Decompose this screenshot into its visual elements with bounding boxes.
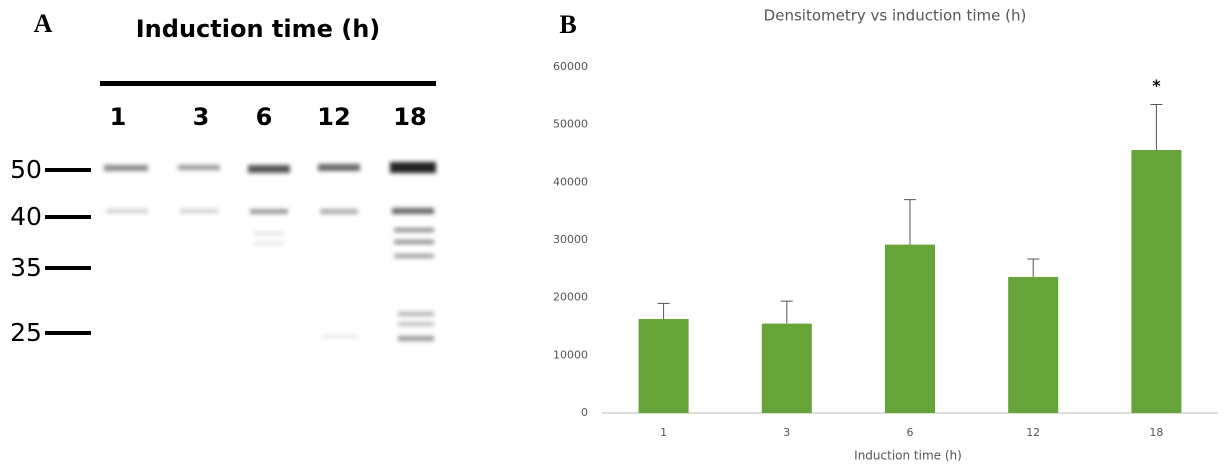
marker-label: 35 [10, 253, 42, 282]
lane-bar [100, 81, 436, 86]
x-tick-label: 18 [1149, 426, 1163, 439]
gel-panel: A Induction time (h) 1 3 6 12 18 50 40 3… [10, 9, 436, 347]
annotation: * [1152, 76, 1161, 95]
bar [885, 245, 935, 413]
gel-bands [104, 162, 436, 341]
x-axis-label: Induction time (h) [854, 449, 962, 463]
bar [639, 319, 689, 413]
marker-line [45, 215, 91, 219]
bar [1008, 277, 1058, 413]
bar [1131, 150, 1181, 413]
x-tick-label: 12 [1026, 426, 1040, 439]
marker-label: 25 [10, 318, 42, 347]
x-tick-label: 1 [660, 426, 667, 439]
marker-line [45, 266, 91, 270]
lane-label: 6 [256, 103, 273, 131]
gel-title: Induction time (h) [136, 15, 381, 43]
marker-label: 40 [10, 202, 42, 231]
x-tick-label: 6 [907, 426, 914, 439]
marker-line [45, 168, 91, 172]
x-tick-label: 3 [783, 426, 790, 439]
lane-label: 12 [317, 103, 350, 131]
lane-label: 3 [193, 103, 210, 131]
marker-line [45, 331, 91, 335]
lane-label: 18 [393, 103, 426, 131]
figure: A Induction time (h) 1 3 6 12 18 50 40 3… [0, 0, 1225, 468]
panel-label: A [34, 9, 53, 38]
y-tick-label: 10000 [553, 348, 588, 361]
bar [762, 324, 812, 413]
y-tick-label: 20000 [553, 291, 588, 304]
lane-label: 1 [110, 103, 127, 131]
panel-label: B [559, 10, 576, 39]
y-tick-label: 50000 [553, 118, 588, 131]
y-tick-label: 30000 [553, 233, 588, 246]
bar-chart: B Densitometry vs induction time (h) Ind… [553, 7, 1218, 463]
marker-label: 50 [10, 155, 42, 184]
y-tick-label: 60000 [553, 60, 588, 73]
chart-title: Densitometry vs induction time (h) [764, 7, 1027, 25]
y-tick-label: 40000 [553, 175, 588, 188]
y-tick-label: 0 [581, 406, 588, 419]
